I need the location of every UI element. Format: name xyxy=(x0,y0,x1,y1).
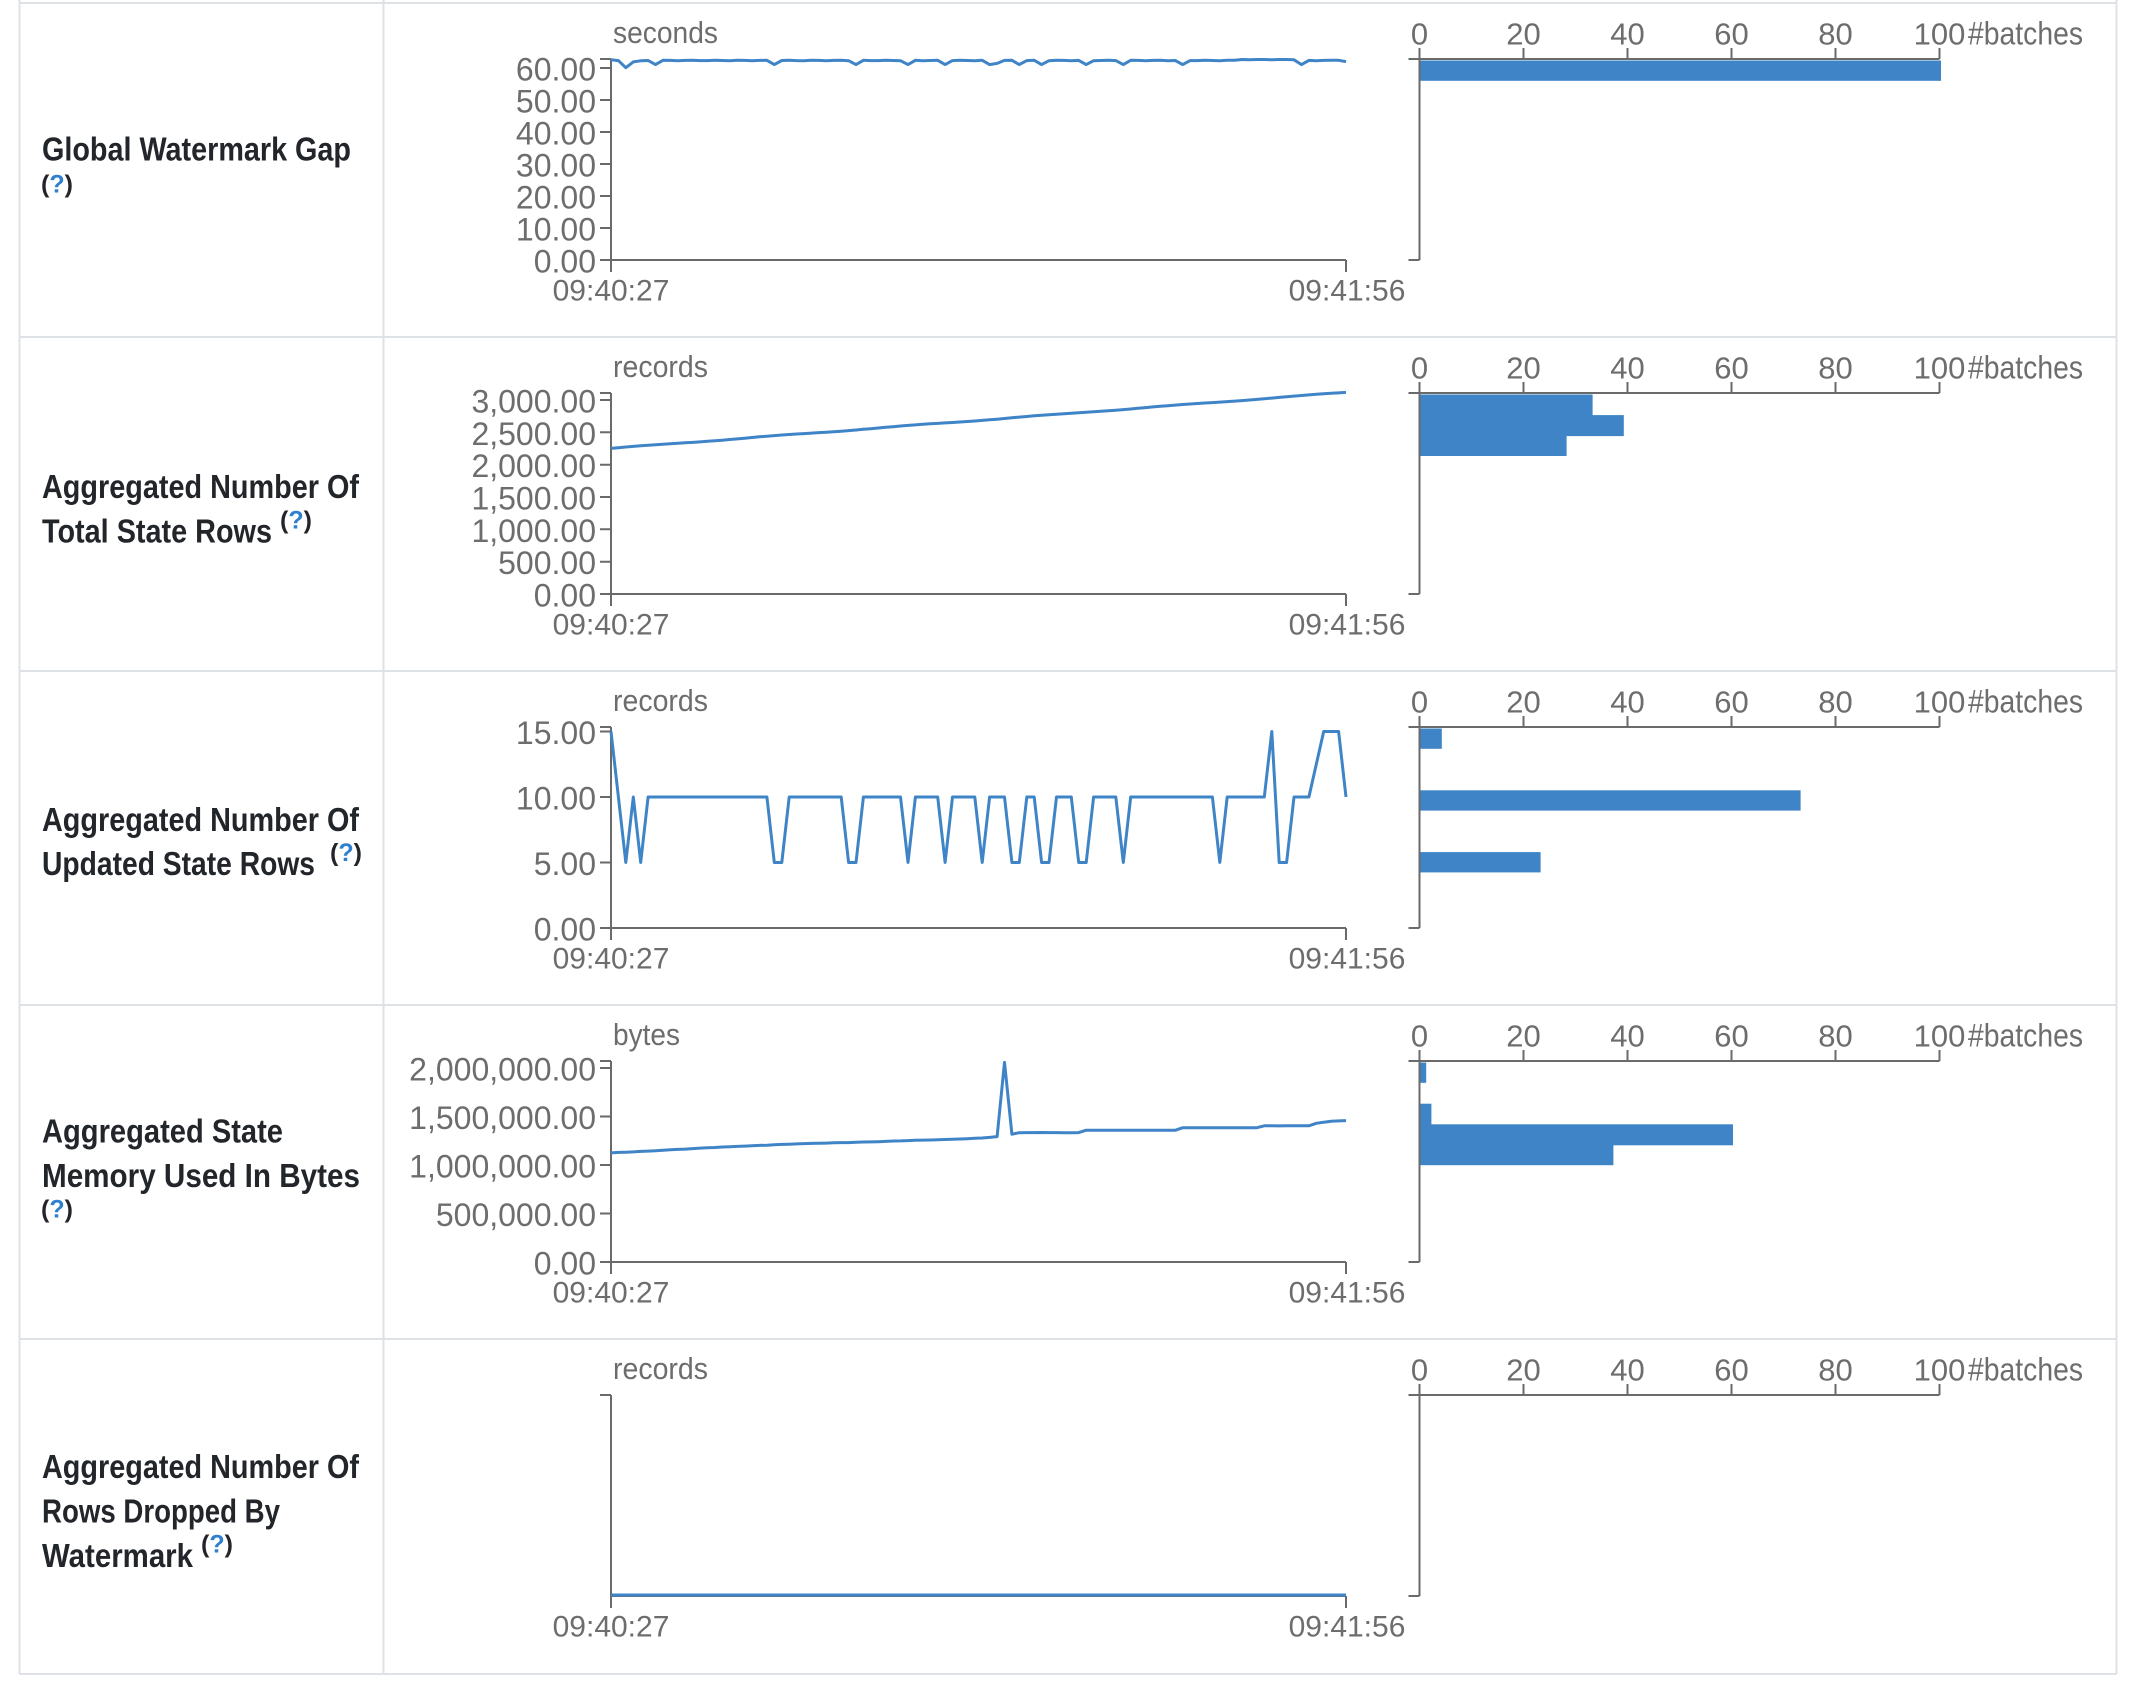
svg-text:40: 40 xyxy=(1610,685,1644,720)
svg-text:20: 20 xyxy=(1506,1353,1540,1388)
svg-text:#batches: #batches xyxy=(1968,1352,2083,1388)
svg-text:09:40:27: 09:40:27 xyxy=(553,275,670,308)
svg-text:80: 80 xyxy=(1818,1353,1852,1388)
svg-text:Aggregated Number Of: Aggregated Number Of xyxy=(42,1448,360,1485)
svg-text:40: 40 xyxy=(1610,17,1644,52)
svg-text:5.00: 5.00 xyxy=(534,846,596,882)
svg-text:(?): (?) xyxy=(201,1531,233,1559)
svg-text:100: 100 xyxy=(1914,685,1966,720)
svg-text:2,000,000.00: 2,000,000.00 xyxy=(409,1052,596,1088)
svg-text:records: records xyxy=(613,683,708,718)
svg-text:100: 100 xyxy=(1914,351,1966,386)
svg-text:50.00: 50.00 xyxy=(516,84,596,120)
svg-text:60: 60 xyxy=(1714,685,1748,720)
svg-text:40: 40 xyxy=(1610,1353,1644,1388)
svg-text:100: 100 xyxy=(1914,17,1966,52)
svg-text:(?): (?) xyxy=(41,171,73,199)
svg-text:09:40:27: 09:40:27 xyxy=(553,1611,670,1644)
svg-text:bytes: bytes xyxy=(613,1017,680,1052)
svg-text:80: 80 xyxy=(1818,1019,1852,1054)
svg-text:09:41:56: 09:41:56 xyxy=(1289,275,1406,308)
svg-text:Global Watermark Gap: Global Watermark Gap xyxy=(42,131,351,168)
svg-text:09:41:56: 09:41:56 xyxy=(1289,943,1406,976)
svg-text:#batches: #batches xyxy=(1968,16,2083,52)
svg-text:40.00: 40.00 xyxy=(516,116,596,152)
svg-text:1,000.00: 1,000.00 xyxy=(471,513,596,549)
svg-text:20: 20 xyxy=(1506,17,1540,52)
svg-text:40: 40 xyxy=(1610,351,1644,386)
svg-text:100: 100 xyxy=(1914,1353,1966,1388)
svg-text:Updated State Rows: Updated State Rows xyxy=(42,845,315,882)
svg-text:80: 80 xyxy=(1818,351,1852,386)
svg-text:10.00: 10.00 xyxy=(516,781,596,817)
svg-text:2,000.00: 2,000.00 xyxy=(471,448,596,484)
svg-text:records: records xyxy=(613,349,708,384)
svg-text:0: 0 xyxy=(1411,685,1428,720)
svg-text:10.00: 10.00 xyxy=(516,212,596,248)
svg-text:0: 0 xyxy=(1411,351,1428,386)
svg-text:0: 0 xyxy=(1411,1353,1428,1388)
svg-text:Aggregated Number Of: Aggregated Number Of xyxy=(42,468,360,505)
svg-text:0.00: 0.00 xyxy=(534,1246,596,1282)
svg-text:60: 60 xyxy=(1714,351,1748,386)
svg-text:#batches: #batches xyxy=(1968,350,2083,386)
svg-text:20: 20 xyxy=(1506,685,1540,720)
svg-text:0.00: 0.00 xyxy=(534,244,596,280)
svg-text:20.00: 20.00 xyxy=(516,180,596,216)
svg-text:30.00: 30.00 xyxy=(516,148,596,184)
svg-text:3,000.00: 3,000.00 xyxy=(471,384,596,420)
svg-text:09:40:27: 09:40:27 xyxy=(553,1277,670,1310)
svg-text:09:41:56: 09:41:56 xyxy=(1289,1277,1406,1310)
svg-text:1,500,000.00: 1,500,000.00 xyxy=(409,1100,596,1136)
svg-text:Rows Dropped By: Rows Dropped By xyxy=(42,1492,281,1529)
svg-text:Aggregated Number Of: Aggregated Number Of xyxy=(42,801,360,838)
svg-text:500.00: 500.00 xyxy=(498,545,596,581)
svg-text:(?): (?) xyxy=(41,1196,73,1224)
svg-text:40: 40 xyxy=(1610,1019,1644,1054)
svg-text:(?): (?) xyxy=(330,839,362,867)
svg-text:60.00: 60.00 xyxy=(516,52,596,88)
svg-text:20: 20 xyxy=(1506,351,1540,386)
svg-text:1,500.00: 1,500.00 xyxy=(471,481,596,517)
svg-text:500,000.00: 500,000.00 xyxy=(436,1197,596,1233)
svg-text:0: 0 xyxy=(1411,17,1428,52)
svg-text:60: 60 xyxy=(1714,1019,1748,1054)
svg-text:Total State Rows: Total State Rows xyxy=(42,513,272,550)
svg-text:15.00: 15.00 xyxy=(516,715,596,751)
svg-text:records: records xyxy=(613,1351,708,1386)
svg-text:0.00: 0.00 xyxy=(534,912,596,948)
svg-text:09:40:27: 09:40:27 xyxy=(553,943,670,976)
svg-text:09:40:27: 09:40:27 xyxy=(553,609,670,642)
svg-text:#batches: #batches xyxy=(1968,1018,2083,1054)
svg-text:80: 80 xyxy=(1818,685,1852,720)
svg-text:(?): (?) xyxy=(280,507,312,535)
svg-text:2,500.00: 2,500.00 xyxy=(471,416,596,452)
svg-text:09:41:56: 09:41:56 xyxy=(1289,609,1406,642)
svg-text:Watermark: Watermark xyxy=(42,1537,194,1574)
svg-text:Aggregated State: Aggregated State xyxy=(42,1113,283,1150)
svg-text:0: 0 xyxy=(1411,1019,1428,1054)
svg-text:#batches: #batches xyxy=(1968,684,2083,720)
svg-text:60: 60 xyxy=(1714,1353,1748,1388)
svg-text:20: 20 xyxy=(1506,1019,1540,1054)
svg-text:Memory Used In Bytes: Memory Used In Bytes xyxy=(42,1157,360,1194)
svg-text:100: 100 xyxy=(1914,1019,1966,1054)
svg-text:60: 60 xyxy=(1714,17,1748,52)
svg-text:seconds: seconds xyxy=(613,15,718,50)
svg-text:80: 80 xyxy=(1818,17,1852,52)
svg-text:0.00: 0.00 xyxy=(534,578,596,614)
svg-text:09:41:56: 09:41:56 xyxy=(1289,1611,1406,1644)
svg-text:1,000,000.00: 1,000,000.00 xyxy=(409,1149,596,1185)
